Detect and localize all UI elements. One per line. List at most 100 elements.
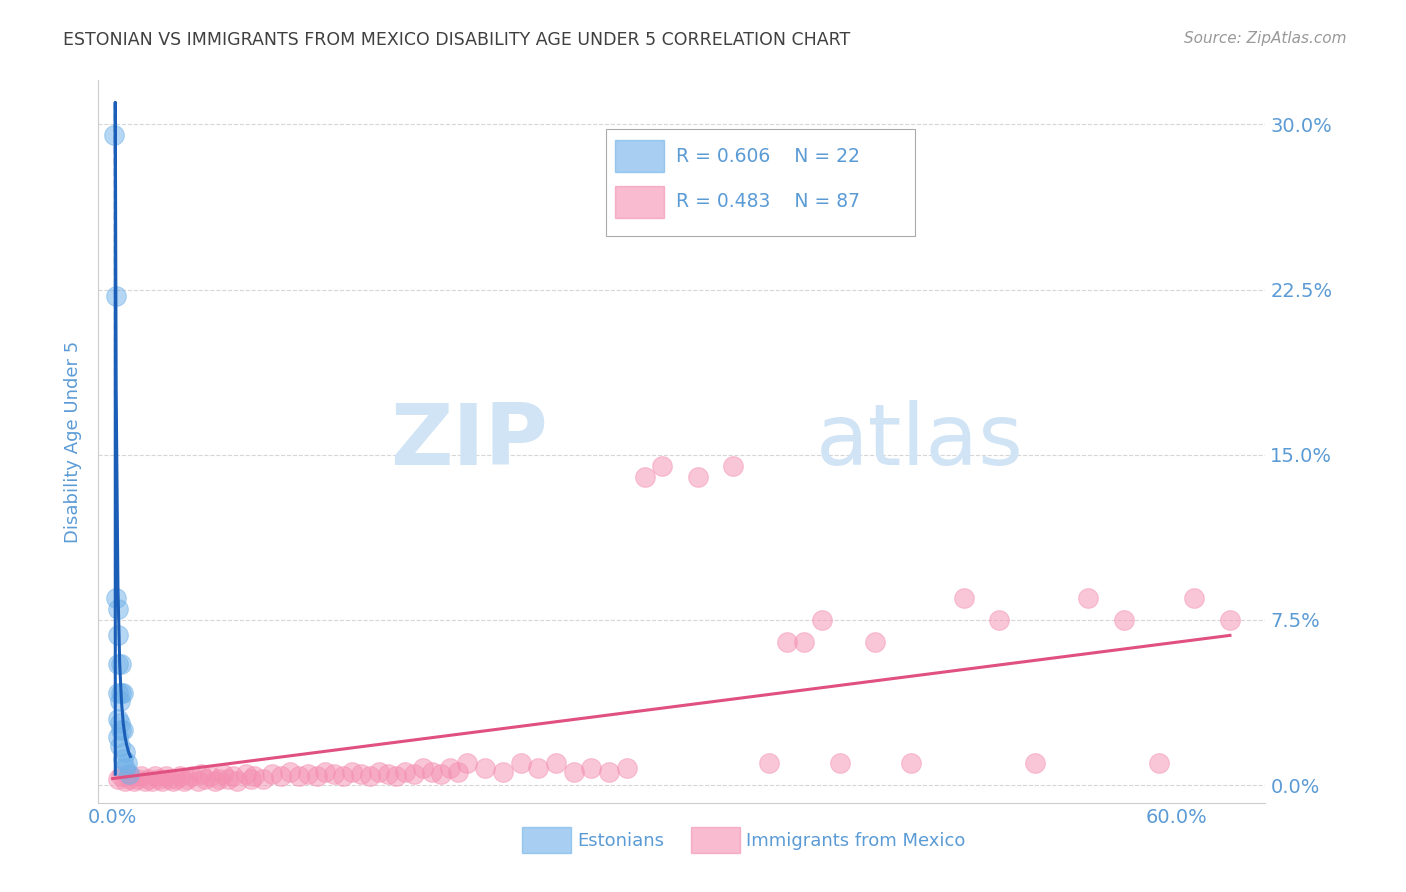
Text: ZIP: ZIP	[389, 400, 548, 483]
Point	[385, 769, 408, 783]
Point	[340, 764, 363, 779]
Point	[105, 591, 128, 605]
Point	[288, 769, 311, 783]
Point	[166, 772, 188, 786]
Point	[134, 773, 156, 788]
Point	[1077, 591, 1099, 605]
Point	[217, 772, 239, 786]
Point	[527, 760, 550, 774]
Point	[404, 767, 426, 781]
Point	[243, 769, 266, 783]
Point	[117, 767, 139, 781]
Text: R = 0.606    N = 22: R = 0.606 N = 22	[676, 146, 860, 166]
Point	[1112, 613, 1135, 627]
Point	[297, 767, 319, 781]
Point	[270, 769, 292, 783]
Point	[110, 723, 132, 738]
Point	[723, 458, 745, 473]
Text: ESTONIAN VS IMMIGRANTS FROM MEXICO DISABILITY AGE UNDER 5 CORRELATION CHART: ESTONIAN VS IMMIGRANTS FROM MEXICO DISAB…	[63, 31, 851, 49]
Point	[758, 756, 780, 771]
Point	[176, 772, 198, 786]
Text: Immigrants from Mexico: Immigrants from Mexico	[747, 832, 966, 850]
Point	[811, 613, 834, 627]
Point	[107, 772, 129, 786]
Point	[122, 773, 145, 788]
Point	[544, 756, 567, 771]
Point	[198, 769, 221, 783]
Point	[107, 657, 129, 671]
Point	[863, 635, 886, 649]
Point	[562, 764, 585, 779]
Point	[155, 769, 177, 783]
Point	[439, 760, 461, 774]
Point	[107, 602, 129, 616]
Point	[686, 470, 709, 484]
Point	[114, 745, 136, 759]
Point	[150, 773, 173, 788]
Point	[148, 772, 170, 786]
FancyBboxPatch shape	[616, 140, 665, 172]
Point	[143, 769, 166, 783]
Point	[314, 764, 336, 779]
Point	[988, 613, 1011, 627]
Point	[117, 772, 139, 786]
Point	[1184, 591, 1206, 605]
Point	[108, 716, 131, 731]
Point	[181, 769, 204, 783]
Point	[136, 772, 159, 786]
Text: R = 0.483    N = 87: R = 0.483 N = 87	[676, 192, 860, 211]
Point	[208, 772, 231, 786]
Point	[305, 769, 328, 783]
Point	[509, 756, 531, 771]
Point	[598, 764, 620, 779]
Point	[828, 756, 851, 771]
Point	[211, 767, 233, 781]
Point	[112, 723, 135, 738]
Point	[107, 730, 129, 744]
Point	[323, 767, 346, 781]
Point	[108, 739, 131, 753]
Point	[447, 764, 470, 779]
Point	[1147, 756, 1170, 771]
FancyBboxPatch shape	[522, 828, 571, 854]
Point	[262, 767, 284, 781]
Point	[377, 767, 399, 781]
Point	[394, 764, 416, 779]
Point	[616, 760, 638, 774]
Point	[278, 764, 301, 779]
Point	[359, 769, 381, 783]
Point	[651, 458, 673, 473]
Point	[429, 767, 451, 781]
Point	[120, 769, 142, 783]
FancyBboxPatch shape	[692, 828, 741, 854]
Point	[412, 760, 434, 774]
Point	[110, 686, 132, 700]
Point	[235, 767, 257, 781]
FancyBboxPatch shape	[616, 186, 665, 218]
Point	[456, 756, 478, 771]
Point	[114, 773, 136, 788]
Point	[169, 769, 191, 783]
Point	[110, 769, 132, 783]
Point	[420, 764, 443, 779]
Point	[252, 772, 274, 786]
Point	[157, 772, 180, 786]
Point	[239, 772, 262, 786]
Point	[900, 756, 922, 771]
Point	[793, 635, 815, 649]
Text: Source: ZipAtlas.com: Source: ZipAtlas.com	[1184, 31, 1347, 46]
Point	[492, 764, 515, 779]
Point	[187, 773, 209, 788]
Point	[953, 591, 976, 605]
Point	[114, 760, 136, 774]
Text: atlas: atlas	[815, 400, 1024, 483]
Point	[162, 773, 184, 788]
Point	[112, 752, 135, 766]
Point	[110, 657, 132, 671]
Point	[105, 289, 128, 303]
Text: Estonians: Estonians	[576, 832, 664, 850]
Point	[190, 767, 212, 781]
Point	[1024, 756, 1046, 771]
Point	[367, 764, 389, 779]
Y-axis label: Disability Age Under 5: Disability Age Under 5	[65, 341, 83, 542]
